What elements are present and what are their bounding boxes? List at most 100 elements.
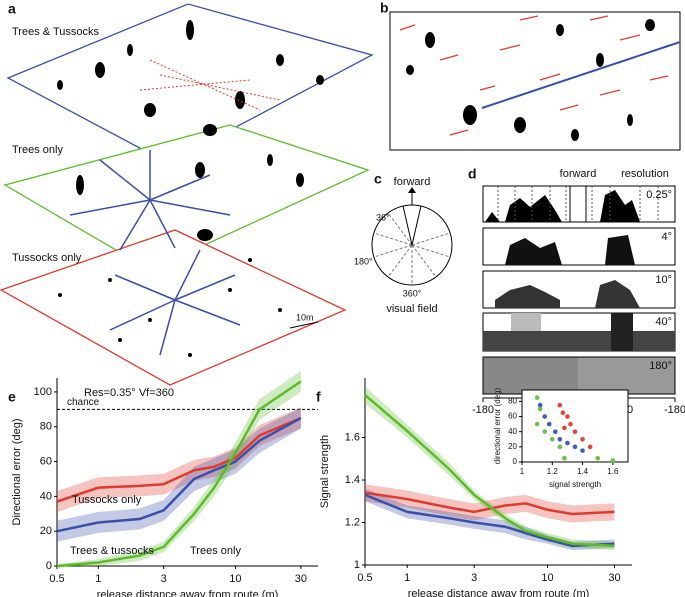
series-label: Trees only (190, 545, 241, 557)
series-label: Tussocks only (72, 494, 142, 506)
point (546, 421, 552, 427)
panel-label: b (380, 0, 389, 16)
y-tick-label: 60 (40, 455, 52, 467)
chart: 0 20 40 60 80 100 0.5 1 3 10 30 release distance aw… (8, 371, 318, 597)
block (511, 313, 541, 331)
point (560, 410, 566, 416)
visual-field (371, 204, 453, 286)
y-tick-label: 1.6 (345, 431, 360, 443)
error-band (365, 488, 615, 551)
panel-b: b (380, 0, 681, 151)
point (580, 448, 585, 453)
error-band (57, 407, 301, 542)
block (611, 313, 633, 351)
line (364, 491, 615, 516)
plane-label: Trees only (12, 144, 63, 156)
panel-a: a Trees & Tussocks Trees only Tussocks o… (0, 1, 374, 386)
point (542, 414, 548, 419)
point (557, 436, 563, 442)
strip-label: 40° (655, 316, 672, 328)
y-tick-label: 40 (508, 427, 517, 436)
x-tick-label: -180 (664, 404, 685, 416)
skyline (495, 280, 640, 308)
point (549, 436, 555, 442)
line (56, 416, 302, 503)
point (537, 406, 543, 412)
x-tick-label: 0.5 (49, 573, 64, 585)
route (481, 41, 681, 109)
plot-frame (521, 389, 629, 463)
point (562, 425, 567, 431)
annotation: Res=0.35° Vf=360 (84, 387, 174, 399)
line (56, 380, 302, 568)
panel-label: d (468, 166, 477, 182)
angle-label: 360° (403, 288, 422, 298)
x-axis-label: release distance away from route (m) (408, 588, 590, 597)
x-tick-label: 1 (95, 573, 101, 585)
skyline (505, 235, 635, 265)
strip-label: 4° (661, 231, 672, 243)
x-tick-label: -180 (472, 404, 494, 416)
point (534, 395, 540, 400)
point (610, 458, 616, 463)
y-tick-label: 0 (513, 457, 518, 466)
x-tick-label: 1.4 (577, 467, 589, 476)
y-tick-label: 60 (508, 412, 517, 421)
y-tick-label: 80 (40, 421, 52, 433)
panel-c: c forward 36° 180° 360° visual field (354, 171, 453, 315)
x-tick-label: 3 (161, 573, 167, 585)
panel-d: d forward resolution (468, 166, 676, 395)
error-band (57, 371, 301, 568)
sectors (373, 212, 451, 285)
y-axis-label: Directional error (deg) (11, 419, 23, 526)
panel-label: f (316, 389, 321, 405)
y-tick-label: 80 (508, 396, 517, 405)
chance-label: chance (67, 397, 100, 408)
x-tick-label: 30 (295, 573, 307, 585)
star-lines (69, 150, 241, 356)
y-tick-label: 1.2 (345, 516, 360, 528)
point (587, 444, 593, 450)
route-samples (139, 59, 281, 111)
point (534, 421, 540, 427)
y-tick-label: 20 (508, 442, 517, 451)
y-tick-label: 1 (354, 559, 360, 571)
block (483, 331, 675, 351)
forward-window (569, 185, 587, 223)
scale-label: 10m (296, 312, 314, 322)
error-band (365, 484, 615, 523)
point (537, 402, 543, 408)
series-label: Trees & tussocks (70, 545, 154, 557)
arrow-head (408, 187, 416, 193)
point (568, 421, 573, 427)
y-tick-label: 20 (40, 525, 52, 537)
x-tick-label: 0.5 (357, 572, 372, 584)
plane-blue (6, 3, 374, 164)
y-axis-label: directional error (deg) (493, 387, 502, 464)
x-tick-label: 1.2 (547, 467, 559, 476)
point (572, 444, 578, 450)
chart: 0 20 40 60 80 1 1.2 1.4 1.6 signal strength direct… (493, 387, 629, 489)
point (595, 455, 601, 461)
point (580, 436, 585, 442)
y-tick-label: 1.4 (345, 474, 360, 486)
forward-label: forward (560, 168, 597, 180)
sector-edge (402, 205, 413, 246)
plane-label: Tussocks only (12, 252, 82, 264)
point (565, 414, 570, 419)
scale-bar (289, 321, 319, 329)
x-tick-label: 1.6 (607, 467, 619, 476)
plane-label: Trees & Tussocks (12, 26, 100, 38)
point (557, 444, 563, 450)
vegetation (406, 19, 655, 141)
strip-label: 0.25° (646, 189, 672, 201)
x-axis-label: signal strength (549, 480, 601, 489)
resolution-label: resolution (621, 168, 669, 180)
point (542, 429, 548, 434)
strip-label: 10° (655, 274, 672, 286)
heading-vectors (399, 15, 669, 136)
block (578, 357, 675, 394)
forward-label: forward (394, 176, 431, 188)
line (364, 394, 615, 548)
